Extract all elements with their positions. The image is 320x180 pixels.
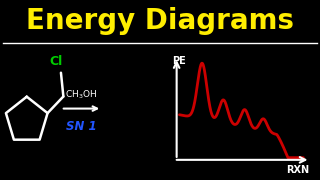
Text: CH$_3$OH: CH$_3$OH (65, 88, 98, 101)
Text: SN 1: SN 1 (66, 120, 97, 133)
Text: RXN: RXN (286, 165, 309, 175)
Text: PE: PE (172, 56, 186, 66)
Text: Cl: Cl (50, 55, 63, 68)
FancyArrowPatch shape (64, 106, 97, 111)
Text: Energy Diagrams: Energy Diagrams (26, 7, 294, 35)
